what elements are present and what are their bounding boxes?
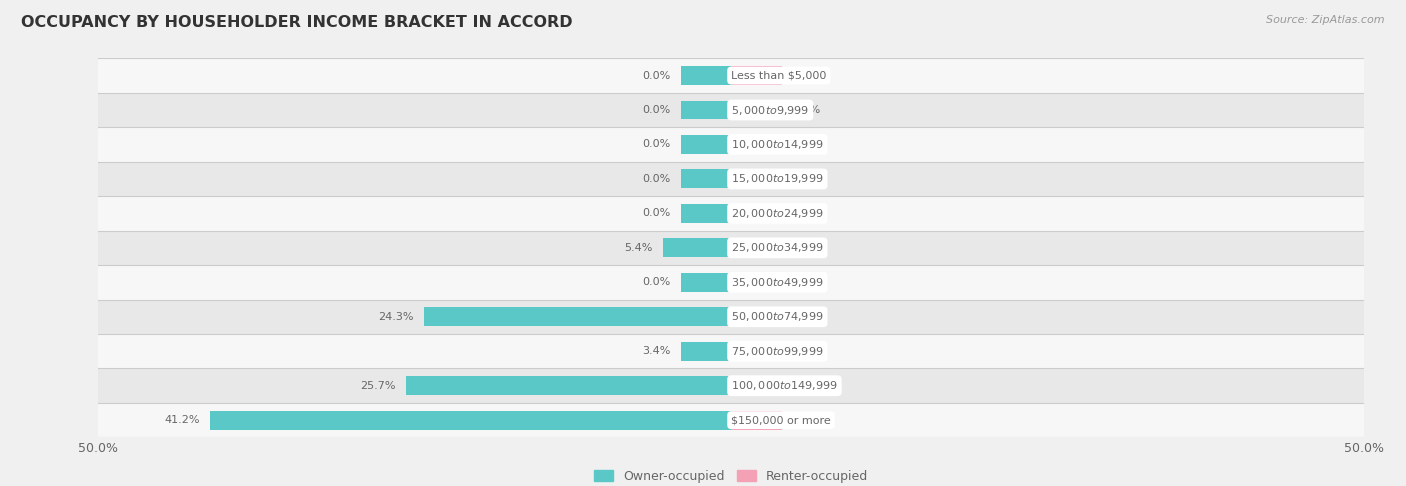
Text: 0.0%: 0.0%: [792, 278, 820, 287]
Text: 0.0%: 0.0%: [643, 139, 671, 150]
Text: $100,000 to $149,999: $100,000 to $149,999: [731, 379, 838, 392]
Bar: [98, 334, 1364, 368]
Bar: [98, 127, 1364, 162]
Bar: [98, 299, 1364, 334]
Bar: [731, 342, 782, 361]
Text: 25.7%: 25.7%: [360, 381, 396, 391]
Text: 5.4%: 5.4%: [624, 243, 652, 253]
Bar: [731, 239, 782, 258]
Text: $25,000 to $34,999: $25,000 to $34,999: [731, 242, 824, 254]
Text: Source: ZipAtlas.com: Source: ZipAtlas.com: [1267, 15, 1385, 25]
Bar: [98, 58, 1364, 93]
Bar: [98, 265, 1364, 299]
Text: 0.0%: 0.0%: [792, 139, 820, 150]
Bar: [681, 342, 731, 361]
Text: 0.0%: 0.0%: [643, 70, 671, 81]
Bar: [98, 93, 1364, 127]
Text: 3.4%: 3.4%: [643, 346, 671, 356]
Bar: [731, 273, 782, 292]
Text: 0.0%: 0.0%: [792, 346, 820, 356]
Text: 0.0%: 0.0%: [792, 243, 820, 253]
Text: OCCUPANCY BY HOUSEHOLDER INCOME BRACKET IN ACCORD: OCCUPANCY BY HOUSEHOLDER INCOME BRACKET …: [21, 15, 572, 30]
Text: 0.0%: 0.0%: [792, 208, 820, 218]
Bar: [731, 135, 782, 154]
Bar: [423, 307, 731, 326]
Text: $20,000 to $24,999: $20,000 to $24,999: [731, 207, 824, 220]
Text: $35,000 to $49,999: $35,000 to $49,999: [731, 276, 824, 289]
Text: 0.0%: 0.0%: [792, 70, 820, 81]
Text: 24.3%: 24.3%: [378, 312, 413, 322]
Text: 0.0%: 0.0%: [643, 208, 671, 218]
Text: $75,000 to $99,999: $75,000 to $99,999: [731, 345, 824, 358]
Text: 0.0%: 0.0%: [792, 415, 820, 425]
Bar: [98, 231, 1364, 265]
Text: $10,000 to $14,999: $10,000 to $14,999: [731, 138, 824, 151]
Text: 0.0%: 0.0%: [792, 174, 820, 184]
Text: 0.0%: 0.0%: [643, 278, 671, 287]
Bar: [731, 170, 782, 189]
Text: 0.0%: 0.0%: [643, 174, 671, 184]
Text: $50,000 to $74,999: $50,000 to $74,999: [731, 310, 824, 323]
Bar: [681, 273, 731, 292]
Text: 41.2%: 41.2%: [165, 415, 200, 425]
Bar: [662, 239, 731, 258]
Bar: [406, 376, 731, 395]
Text: 0.0%: 0.0%: [792, 381, 820, 391]
Text: Less than $5,000: Less than $5,000: [731, 70, 827, 81]
Bar: [681, 135, 731, 154]
Bar: [731, 204, 782, 223]
Legend: Owner-occupied, Renter-occupied: Owner-occupied, Renter-occupied: [589, 465, 873, 486]
Bar: [731, 411, 782, 430]
Text: 0.0%: 0.0%: [792, 312, 820, 322]
Bar: [98, 368, 1364, 403]
Bar: [681, 101, 731, 120]
Text: $15,000 to $19,999: $15,000 to $19,999: [731, 173, 824, 186]
Text: 0.0%: 0.0%: [792, 105, 820, 115]
Bar: [681, 66, 731, 85]
Bar: [731, 101, 782, 120]
Bar: [98, 162, 1364, 196]
Bar: [731, 66, 782, 85]
Bar: [98, 196, 1364, 231]
Text: $5,000 to $9,999: $5,000 to $9,999: [731, 104, 810, 117]
Bar: [731, 307, 782, 326]
Bar: [731, 376, 782, 395]
Bar: [681, 204, 731, 223]
Bar: [209, 411, 731, 430]
Text: $150,000 or more: $150,000 or more: [731, 415, 831, 425]
Text: 0.0%: 0.0%: [643, 105, 671, 115]
Bar: [681, 170, 731, 189]
Bar: [98, 403, 1364, 437]
